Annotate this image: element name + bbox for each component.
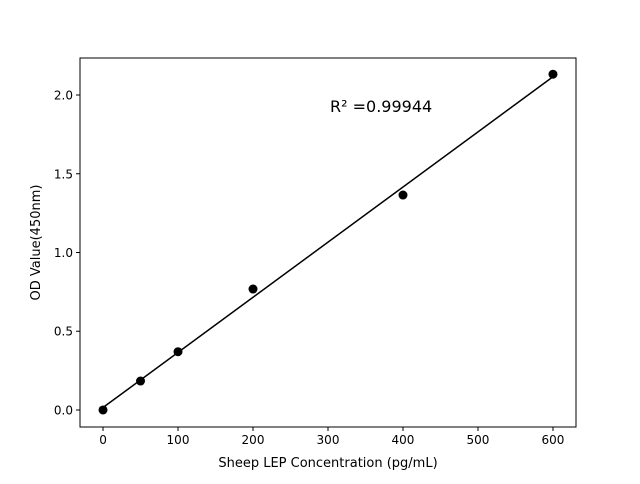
data-point — [173, 347, 183, 357]
y-axis-label: OD Value(450nm) — [29, 185, 44, 301]
x-axis-label: Sheep LEP Concentration (pg/mL) — [218, 456, 437, 471]
y-tick-label: 2.0 — [54, 89, 73, 103]
data-point — [398, 190, 408, 200]
x-tick-label: 300 — [317, 433, 340, 447]
x-axis: 0 100 200 300 400 500 600 — [99, 427, 564, 447]
fit-line — [102, 76, 554, 409]
data-point — [248, 284, 258, 294]
data-point — [136, 376, 146, 386]
x-tick-label: 400 — [392, 433, 415, 447]
x-tick-label: 100 — [167, 433, 190, 447]
x-tick-label: 500 — [467, 433, 490, 447]
y-tick-label: 1.0 — [54, 246, 73, 260]
r-squared-annotation: R² =0.99944 — [330, 97, 432, 116]
x-tick-label: 0 — [99, 433, 107, 447]
x-tick-label: 600 — [542, 433, 565, 447]
y-tick-label: 0.5 — [54, 325, 73, 339]
x-tick-label: 200 — [242, 433, 265, 447]
y-axis: 0.0 0.5 1.0 1.5 2.0 — [54, 89, 80, 417]
data-point — [98, 405, 108, 415]
y-tick-label: 0.0 — [54, 403, 73, 417]
y-tick-label: 1.5 — [54, 167, 73, 181]
data-point — [548, 69, 558, 79]
chart-marks — [98, 69, 558, 415]
